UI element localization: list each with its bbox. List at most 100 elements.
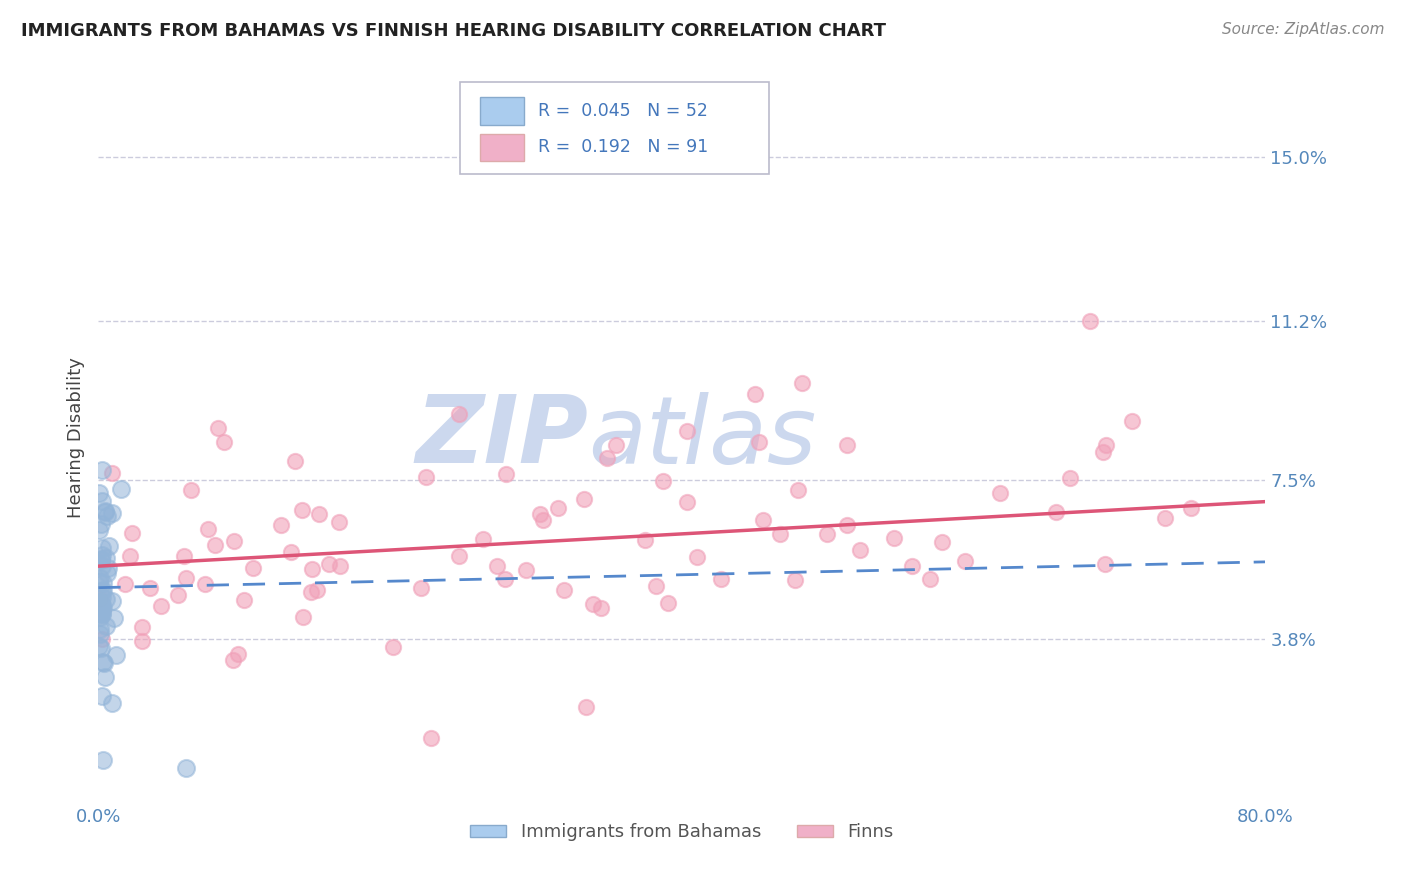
Point	[815, 527, 838, 541]
Point	[90, 463, 112, 477]
Point	[787, 483, 810, 497]
Point	[90, 551, 112, 566]
Point	[94, 669, 117, 683]
Point	[411, 581, 433, 595]
Point	[91, 548, 114, 562]
Point	[783, 573, 806, 587]
Point	[96, 508, 118, 523]
Point	[1045, 505, 1067, 519]
Point	[494, 572, 516, 586]
Point	[790, 376, 813, 390]
Point	[531, 513, 554, 527]
Point	[94, 618, 117, 632]
Text: atlas: atlas	[589, 392, 817, 483]
Point	[292, 610, 315, 624]
Point	[1153, 511, 1175, 525]
Point	[91, 601, 114, 615]
Point	[837, 518, 859, 533]
Point	[485, 558, 508, 573]
Bar	[479, 97, 524, 125]
Point	[131, 634, 153, 648]
Point	[90, 541, 112, 555]
Point	[931, 534, 953, 549]
Point	[87, 575, 110, 590]
Point	[308, 507, 330, 521]
Point	[121, 526, 143, 541]
Point	[93, 600, 115, 615]
Point	[226, 647, 249, 661]
Point	[89, 595, 111, 609]
Point	[96, 566, 118, 580]
Point	[988, 485, 1011, 500]
Point	[149, 599, 172, 613]
Point	[710, 572, 733, 586]
Point	[91, 583, 114, 598]
Point	[280, 545, 302, 559]
Point	[93, 656, 115, 670]
Point	[657, 596, 679, 610]
Point	[90, 516, 112, 531]
Point	[232, 593, 254, 607]
Point	[605, 437, 627, 451]
Point	[529, 507, 551, 521]
Point	[547, 500, 569, 515]
Point	[318, 557, 340, 571]
Point	[212, 435, 235, 450]
Point	[207, 421, 229, 435]
Point	[89, 592, 111, 607]
Point	[101, 696, 124, 710]
Point	[97, 561, 120, 575]
Point	[101, 593, 124, 607]
Point	[848, 542, 870, 557]
Point	[242, 561, 264, 575]
Point	[953, 554, 976, 568]
Point	[591, 600, 613, 615]
Point	[270, 518, 292, 533]
Point	[87, 486, 110, 500]
Point	[114, 576, 136, 591]
Point	[449, 407, 471, 421]
Point	[87, 639, 110, 653]
Point	[138, 581, 160, 595]
Point	[89, 610, 111, 624]
Point	[748, 435, 770, 450]
Point	[572, 492, 595, 507]
Legend: Immigrants from Bahamas, Finns: Immigrants from Bahamas, Finns	[463, 816, 901, 848]
Point	[87, 523, 110, 537]
Point	[744, 387, 766, 401]
Point	[103, 611, 125, 625]
Point	[167, 588, 190, 602]
Point	[222, 653, 245, 667]
FancyBboxPatch shape	[460, 82, 769, 174]
Text: R =  0.192   N = 91: R = 0.192 N = 91	[538, 138, 709, 156]
Point	[651, 474, 673, 488]
Point	[645, 578, 668, 592]
Point	[91, 583, 114, 598]
Point	[180, 483, 202, 498]
Point	[89, 623, 111, 637]
Point	[835, 438, 858, 452]
Point	[173, 549, 195, 563]
Point	[675, 495, 697, 509]
Text: IMMIGRANTS FROM BAHAMAS VS FINNISH HEARING DISABILITY CORRELATION CHART: IMMIGRANTS FROM BAHAMAS VS FINNISH HEARI…	[21, 22, 886, 40]
Point	[676, 424, 699, 438]
Point	[471, 532, 494, 546]
Point	[89, 571, 111, 585]
Point	[197, 523, 219, 537]
Point	[94, 505, 117, 519]
Point	[90, 590, 112, 604]
Point	[91, 689, 114, 703]
Point	[328, 515, 350, 529]
Text: ZIP: ZIP	[416, 391, 589, 483]
Point	[94, 551, 117, 566]
Point	[515, 563, 537, 577]
Point	[224, 533, 246, 548]
Point	[301, 562, 323, 576]
Point	[90, 632, 112, 646]
Point	[91, 606, 114, 620]
Point	[91, 558, 114, 573]
Point	[93, 504, 115, 518]
Point	[920, 573, 942, 587]
Point	[174, 571, 197, 585]
Point	[90, 594, 112, 608]
